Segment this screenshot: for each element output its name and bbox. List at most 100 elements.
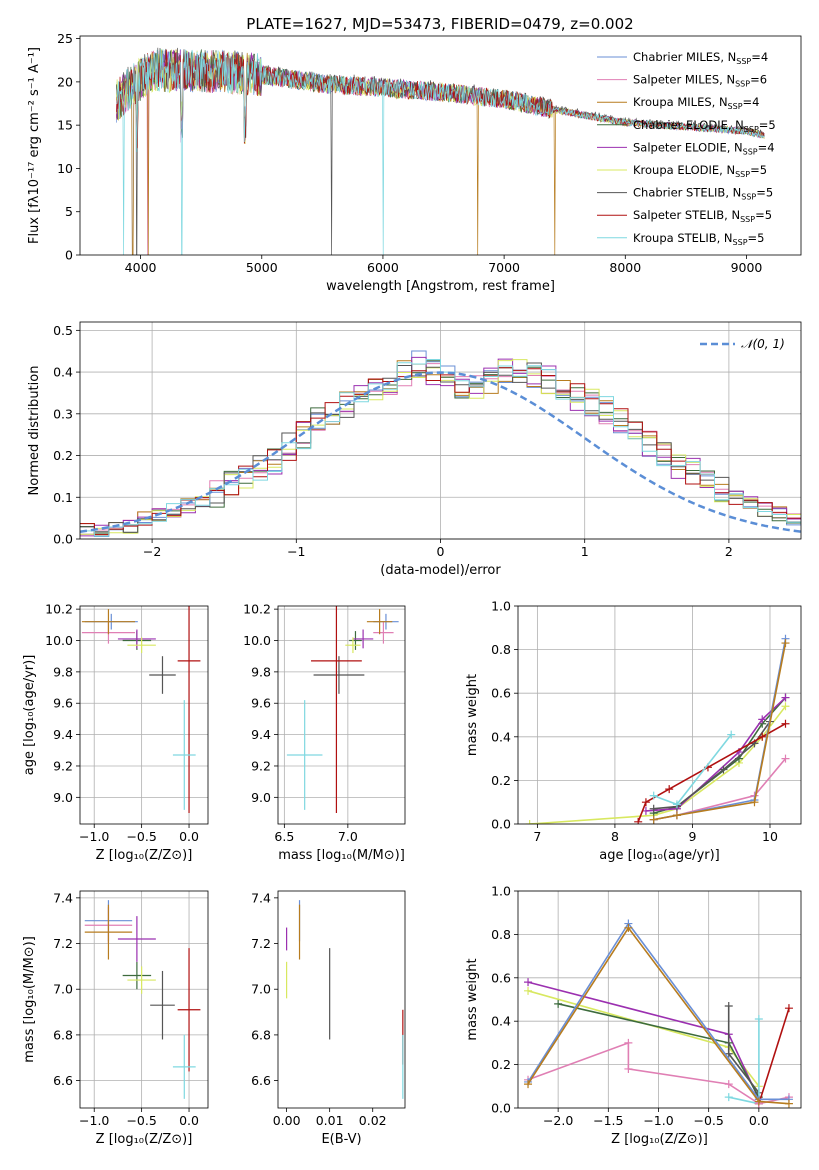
data-point-marker	[724, 1080, 733, 1089]
y-tick-label: 0.0	[53, 532, 73, 547]
y-tick-label: 9.4	[53, 727, 73, 742]
series-line	[527, 981, 760, 1100]
y-tick-label: 15	[57, 118, 73, 133]
data-point-marker	[781, 693, 790, 702]
x-tick-label: −1.0	[643, 1113, 673, 1128]
data-point-marker	[524, 978, 533, 987]
legend-label: Chabrier MILES, NSSP=4	[633, 50, 768, 66]
spectrum-line	[116, 49, 765, 255]
y-tick-label: 9.6	[53, 696, 73, 711]
x-tick-label: 6000	[367, 260, 399, 275]
y-tick-label: 7.0	[251, 982, 271, 997]
y-tick-label: 9.4	[251, 727, 271, 742]
legend-label: Kroupa MILES, NSSP=4	[633, 95, 759, 111]
y-axis-label: Flux [fλ10⁻¹⁷ erg cm⁻² s⁻¹ A⁻¹]	[27, 47, 42, 244]
data-point-marker	[719, 765, 728, 774]
panel-mass-weight-vs-Z: −2.0 −1.5 −1.0 −0.5 0.0 0.0 0.2 0.4 0.6 0.8 1.0 Z […	[465, 884, 802, 1147]
grid-lines	[80, 322, 801, 540]
series-line	[527, 926, 790, 1105]
y-tick-label: 0.4	[53, 365, 73, 380]
data-point-marker	[672, 800, 681, 809]
x-tick-label: 0.01	[316, 1113, 344, 1128]
legend-label: Salpeter ELODIE, NSSP=4	[633, 140, 775, 156]
data-point-marker	[724, 1002, 733, 1011]
histogram-step	[80, 359, 801, 537]
series-line	[758, 1007, 790, 1104]
x-axis-label: Z [log₁₀(Z/Z⊙)]	[611, 1132, 708, 1147]
series-line	[529, 705, 787, 824]
y-tick-label: 9.0	[251, 790, 271, 805]
data-point-marker	[784, 1004, 793, 1013]
data-point-marker	[754, 1015, 763, 1024]
x-tick-label: 0.00	[273, 1113, 301, 1128]
data-point-marker	[750, 798, 759, 807]
data-point-marker	[727, 730, 736, 739]
legend-subscript: SSP	[744, 125, 759, 134]
y-tick-label: 0.0	[491, 817, 511, 832]
legend-subscript: SSP	[728, 102, 743, 111]
y-tick-label: 7.4	[251, 890, 271, 905]
y-tick-label: 10.2	[45, 602, 73, 617]
y-axis-label: age [log₁₀(age/yr)]	[22, 655, 37, 776]
x-tick-label: 0.02	[359, 1113, 387, 1128]
legend-label: Salpeter MILES, NSSP=6	[633, 73, 767, 89]
axis-frame	[79, 605, 209, 825]
legend-label: Chabrier STELIB, NSSP=5	[633, 186, 773, 202]
legend-subscript: SSP	[741, 193, 756, 202]
x-tick-label: −0.5	[126, 829, 156, 844]
panel-age-vs-Z: −1.0 −0.5 0.0 9.0 9.2 9.4 9.6 9.8 10.0 10.2 Z [log…	[22, 602, 209, 863]
series-line	[653, 638, 787, 821]
legend-label: 𝒩(0, 1)	[741, 337, 785, 351]
axis-frame	[277, 605, 406, 825]
y-tick-label: 7.2	[251, 936, 271, 951]
y-axis-label: mass weight	[465, 958, 480, 1040]
y-tick-label: 9.6	[251, 696, 271, 711]
y-tick-label: 10.2	[243, 602, 271, 617]
x-axis-label: E(B-V)	[321, 1132, 361, 1147]
legend-subscript: SSP	[735, 170, 750, 179]
y-axis-label: mass weight	[465, 674, 480, 756]
panel-age-vs-mass: 6.5 7.0 9.0 9.2 9.4 9.6 9.8 10.0 10.2 mass [log₁₀…	[243, 602, 406, 863]
y-tick-label: 6.6	[53, 1073, 73, 1088]
y-tick-label: 9.2	[251, 758, 271, 773]
y-tick-label: 20	[57, 74, 73, 89]
x-tick-label: −0.5	[693, 1113, 723, 1128]
plot-area	[81, 606, 201, 814]
data-point-marker	[525, 820, 534, 824]
y-tick-label: 9.0	[53, 790, 73, 805]
y-tick-label: 0	[65, 248, 73, 263]
x-tick-label: 7	[533, 829, 541, 844]
y-tick-label: 0.8	[491, 927, 511, 942]
y-tick-label: 6.6	[251, 1073, 271, 1088]
legend-subscript: SSP	[735, 80, 750, 89]
plot-area	[286, 606, 399, 814]
series-line	[653, 642, 787, 821]
x-tick-label: 8	[611, 829, 619, 844]
data-point-marker	[784, 1099, 793, 1108]
panel-mass-vs-Z: −1.0 −0.5 0.0 6.6 6.8 7.0 7.2 7.4 Z [log₁₀(Z/Z⊙)…	[22, 890, 209, 1147]
data-point-marker	[754, 1097, 763, 1106]
x-tick-label: 0.0	[749, 1113, 769, 1128]
series-line	[527, 922, 789, 1101]
x-axis-label: Z [log₁₀(Z/Z⊙)]	[96, 1132, 193, 1147]
y-tick-label: 0.2	[491, 1057, 511, 1072]
axis-frame	[79, 35, 802, 256]
y-tick-label: 7.4	[53, 890, 73, 905]
x-tick-label: 7000	[488, 260, 520, 275]
y-tick-label: 9.8	[53, 664, 73, 679]
data-point-marker	[554, 999, 563, 1008]
y-tick-label: 10	[57, 161, 73, 176]
y-tick-label: 0.2	[491, 773, 511, 788]
y-tick-label: 0.8	[491, 642, 511, 657]
legend-count: =4	[758, 140, 775, 154]
data-point-marker	[781, 702, 790, 711]
figure-title: PLATE=1627, MJD=53473, FIBERID=0479, z=0…	[246, 15, 633, 33]
data-point-marker	[649, 791, 658, 800]
x-tick-label: 10	[762, 829, 778, 844]
data-point-marker	[634, 817, 643, 824]
x-tick-label: 0.0	[179, 1113, 199, 1128]
data-point-marker	[724, 1093, 733, 1102]
x-tick-label: −1.5	[593, 1113, 623, 1128]
series-line	[653, 697, 787, 814]
